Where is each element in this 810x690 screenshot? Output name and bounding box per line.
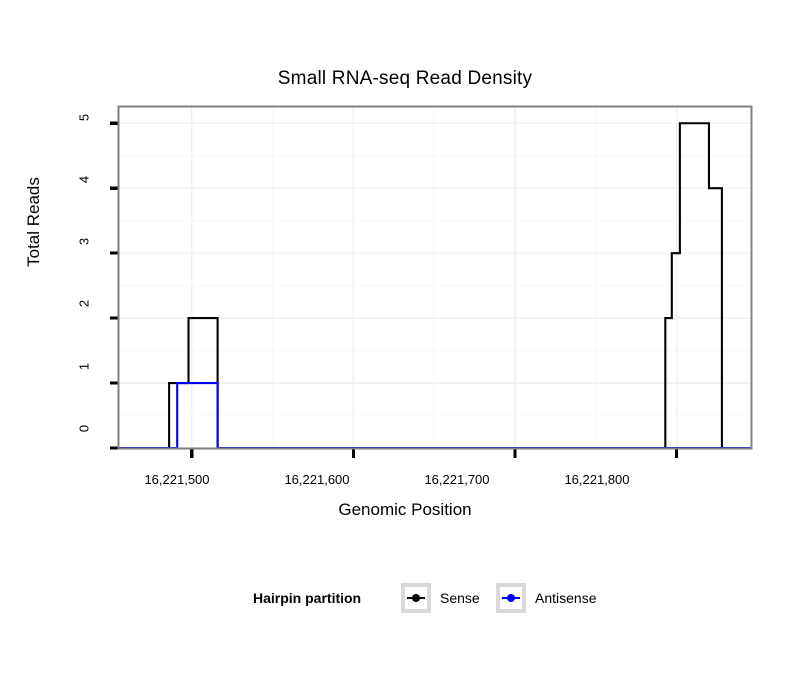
x-axis-label: Genomic Position [338,500,472,519]
legend-dot-antisense [507,594,515,602]
x-tick-label: 16,221,600 [284,472,350,487]
x-tick-label: 16,221,500 [144,472,210,487]
axis-tick-marks [110,121,679,458]
legend-title: Hairpin partition [253,590,362,606]
grid-minor [119,107,751,448]
legend-label-sense[interactable]: Sense [440,590,480,606]
legend-key-sense[interactable] [401,583,431,613]
legend-dot-sense [412,594,420,602]
x-tick-label: 16,221,800 [564,472,630,487]
x-tick-label: 16,221,700 [424,472,490,487]
legend-key-antisense[interactable] [496,583,526,613]
legend-label-antisense[interactable]: Antisense [535,590,597,606]
chart-title: Small RNA-seq Read Density [277,68,533,89]
panel-border [117,105,753,450]
grid-major [119,107,751,449]
